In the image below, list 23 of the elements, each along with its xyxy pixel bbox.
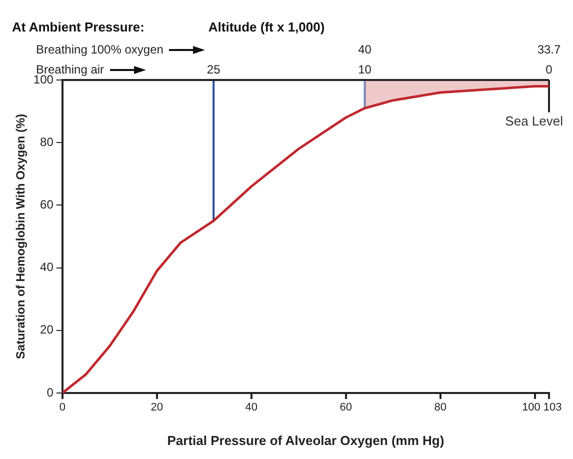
y-tick-label: 20 — [40, 322, 54, 337]
text: 40 — [358, 42, 372, 56]
text: Altitude (ft x 1,000) — [208, 20, 325, 35]
text: 10 — [358, 62, 372, 76]
x-tick-label: 0 — [59, 402, 66, 414]
y-tick-label: 0 — [46, 385, 54, 400]
x-tick-label: 20 — [150, 402, 164, 414]
x-tick-label: 103 — [543, 402, 562, 414]
text: 33.7 — [537, 42, 561, 56]
x-axis-title: Partial Pressure of Alveolar Oxygen (mm Hg) — [167, 432, 444, 448]
x-tick-label: 100 — [522, 402, 540, 414]
x-tick-label: 60 — [340, 402, 352, 414]
y-tick-label: 60 — [40, 198, 54, 212]
y-axis-title: Saturation of Hemoglobin With Oxygen (%) — [14, 114, 28, 360]
y-tick-label: 80 — [40, 134, 54, 149]
text: At Ambient Pressure: — [12, 20, 144, 35]
text: Breathing 100% oxygen — [36, 42, 164, 56]
text: 25 — [206, 62, 221, 76]
y-tick-label: 40 — [40, 260, 54, 274]
x-tick-label: 40 — [245, 402, 258, 414]
text: 0 — [546, 62, 553, 76]
ref-line-label: Sea Level — [505, 113, 564, 128]
x-tick-label: 80 — [434, 402, 446, 414]
